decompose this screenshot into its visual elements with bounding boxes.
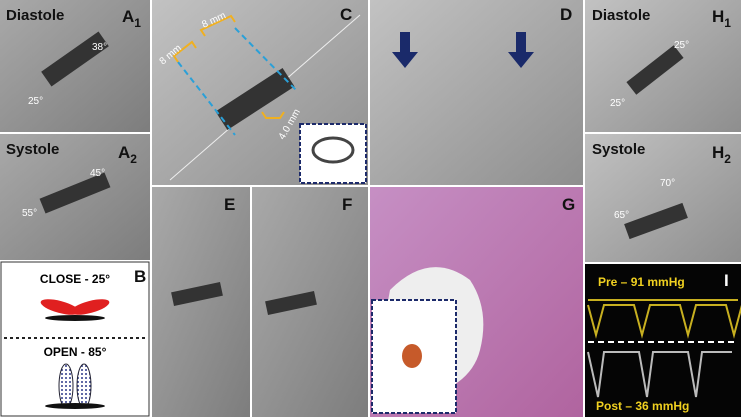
panel-i [585,264,741,417]
device [624,202,688,240]
device [265,290,317,316]
state-label: OPEN - 85° [44,345,107,359]
panel-h2 [585,134,741,262]
device [215,67,295,131]
panel-label: H1 [712,7,731,30]
letter: A [122,7,134,26]
panel-e [152,187,250,417]
phase: Systole [6,141,59,158]
bracket [199,14,236,37]
letter: H [712,7,724,26]
angle: 65° [614,210,629,221]
leaflet [70,299,110,315]
arrow [392,32,418,68]
panel-label: F [342,195,352,214]
subscript: 2 [724,152,731,166]
doppler-trace [587,351,732,398]
specimen [402,344,422,368]
ring [45,315,105,321]
device [626,45,684,95]
panel-d [370,0,583,185]
leaflet [58,363,74,409]
angle: 25° [28,96,43,107]
letter: H [712,143,724,162]
panel-label: H2 [712,143,731,166]
device [171,281,223,307]
ring [45,403,105,409]
panel-label: D [560,5,572,24]
device [39,172,111,214]
guide-line [234,27,297,91]
angle: 25° [610,98,625,109]
state-label: CLOSE - 25° [40,272,110,286]
phase: Diastole [592,7,650,24]
bracket [261,111,285,119]
subscript: 2 [130,152,137,166]
leaflet [76,363,92,409]
letter: A [118,143,130,162]
device [41,31,109,87]
panel-label: I [724,271,729,290]
angle: 38° [92,42,107,53]
panel-label: B [134,267,146,286]
valve-icon [311,136,355,164]
guide-line [177,61,236,136]
subscript: 1 [724,16,731,30]
panel-label: A1 [122,7,141,30]
angle: 25° [674,40,689,51]
angle: 45° [90,168,105,179]
panel-label: E [224,195,235,214]
doppler-trace [587,299,741,339]
panel-label: A2 [118,143,137,166]
angle: 55° [22,208,37,219]
phase: Diastole [6,7,64,24]
gradient-label: Pre – 91 mmHg [598,275,685,289]
panel-label: G [562,195,575,214]
arrow [508,32,534,68]
leaflet [40,299,80,315]
inset [299,123,367,184]
angle: 70° [660,178,675,189]
panel-label: C [340,5,352,24]
subscript: 1 [134,16,141,30]
phase: Systole [592,141,645,158]
gradient-label: Post – 36 mmHg [596,399,689,413]
bracket [172,40,197,63]
